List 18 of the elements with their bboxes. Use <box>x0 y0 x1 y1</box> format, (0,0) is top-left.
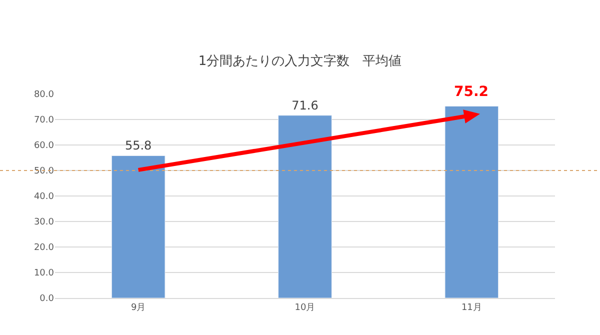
y-tick-label: 20.0 <box>34 243 54 254</box>
y-tick-label: 10.0 <box>34 268 54 279</box>
y-tick-label: 40.0 <box>34 192 54 202</box>
bar <box>111 155 166 298</box>
data-label: 71.6 <box>292 98 318 112</box>
y-tick-label: 0.0 <box>40 294 54 304</box>
annotation: 75.2 <box>454 84 489 100</box>
bar <box>278 115 332 298</box>
data-label: 55.8 <box>124 138 152 153</box>
x-tick-label: 11月 <box>461 302 482 313</box>
x-tick-label: 10月 <box>294 302 316 313</box>
chart-title: 1分間あたりの入力文字数 平均値 <box>198 52 402 69</box>
x-tick-label: 9月 <box>130 302 146 313</box>
y-tick-label: 30.0 <box>34 218 54 228</box>
y-tick-label: 80.0 <box>34 90 54 100</box>
y-tick-label: 60.0 <box>34 141 54 152</box>
bar <box>444 106 499 298</box>
y-tick-label: 70.0 <box>34 116 54 126</box>
